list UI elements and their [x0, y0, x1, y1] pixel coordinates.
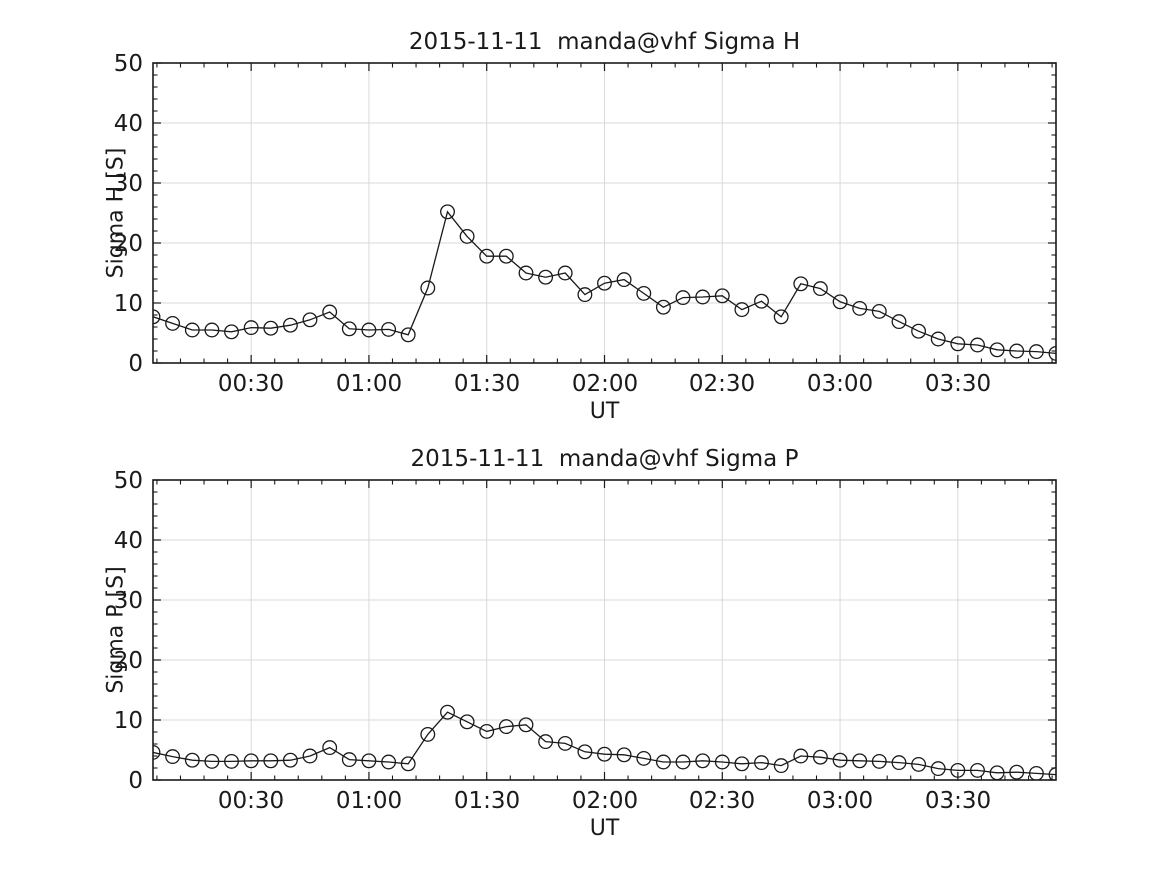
- x-tick-label: 03:00: [806, 788, 874, 814]
- y-tick-label: 20: [113, 231, 143, 257]
- y-tick-label: 20: [113, 648, 143, 674]
- y-tick-label: 40: [113, 528, 143, 554]
- sigma-p-title: 2015-11-11 manda@vhf Sigma P: [410, 446, 799, 472]
- x-tick-label: 01:30: [453, 371, 521, 397]
- sigma-h-title: 2015-11-11 manda@vhf Sigma H: [408, 29, 801, 55]
- sigma-p-xlabel: UT: [589, 816, 620, 841]
- x-tick-label: 01:00: [335, 788, 403, 814]
- x-tick-label: 01:00: [335, 371, 403, 397]
- x-tick-label: 02:30: [688, 371, 756, 397]
- y-tick-label: 30: [113, 588, 143, 614]
- y-tick-label: 30: [113, 171, 143, 197]
- y-tick-label: 10: [113, 291, 143, 317]
- y-tick-label: 40: [113, 111, 143, 137]
- x-tick-label: 02:30: [688, 788, 756, 814]
- sigma-p-ylabel: Sigma P [S]: [103, 566, 129, 694]
- y-tick-label: 0: [128, 351, 143, 377]
- y-tick-label: 50: [113, 51, 143, 77]
- sigma-h-xlabel: UT: [589, 399, 620, 424]
- x-tick-label: 03:30: [924, 788, 992, 814]
- x-tick-label: 00:30: [217, 788, 285, 814]
- y-tick-label: 50: [113, 468, 143, 494]
- x-tick-label: 02:00: [571, 788, 639, 814]
- x-tick-label: 03:00: [806, 371, 874, 397]
- y-tick-label: 10: [113, 708, 143, 734]
- x-tick-label: 01:30: [453, 788, 521, 814]
- sigma-h-ylabel: Sigma H [S]: [103, 147, 129, 279]
- x-tick-label: 03:30: [924, 371, 992, 397]
- x-tick-label: 00:30: [217, 371, 285, 397]
- x-tick-label: 02:00: [571, 371, 639, 397]
- y-tick-label: 0: [128, 768, 143, 794]
